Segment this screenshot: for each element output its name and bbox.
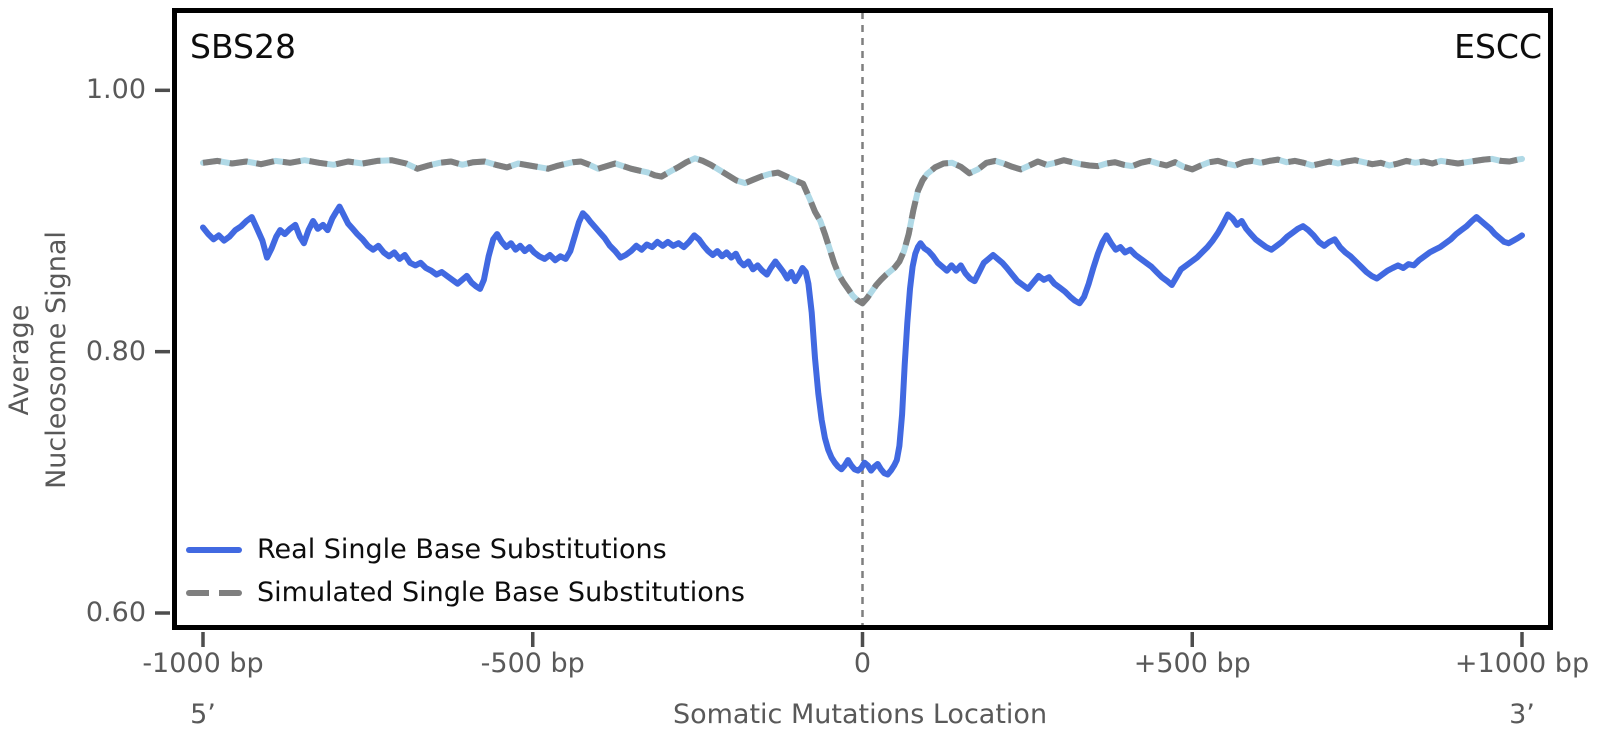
- cancer-type-label: ESCC: [1454, 27, 1542, 66]
- plot-border: [172, 8, 1553, 630]
- simulated-line: [202, 155, 1523, 307]
- x-tick-label: +500 bp: [1133, 648, 1251, 679]
- y-tick-label: 0.60: [85, 597, 146, 628]
- signature-label: SBS28: [190, 27, 296, 66]
- legend: Real Single Base Substitutions Simulated…: [186, 528, 745, 614]
- three-prime-label: 3’: [1509, 699, 1535, 730]
- simulated-line-swatch: [186, 589, 242, 596]
- y-tick-label: 1.00: [85, 74, 146, 106]
- legend-label-real: Real Single Base Substitutions: [257, 534, 667, 565]
- x-tick-label: -500 bp: [480, 648, 585, 679]
- y-axis-title-line1: Average: [4, 304, 35, 416]
- x-tick-label: +1000 bp: [1454, 648, 1590, 679]
- real-line: [200, 203, 1525, 478]
- x-tick-label: 0: [853, 648, 872, 679]
- five-prime-label: 5’: [190, 699, 216, 730]
- legend-label-simulated: Simulated Single Base Substitutions: [257, 577, 745, 608]
- y-tick-label: 0.80: [85, 335, 146, 367]
- simulated-line-underlay: [200, 155, 1525, 307]
- legend-item-simulated: Simulated Single Base Substitutions: [186, 571, 745, 614]
- real-line-swatch: [186, 546, 242, 553]
- x-axis-title: Somatic Mutations Location: [672, 699, 1048, 730]
- legend-item-real: Real Single Base Substitutions: [186, 528, 745, 571]
- x-tick-label: -1000 bp: [142, 648, 264, 679]
